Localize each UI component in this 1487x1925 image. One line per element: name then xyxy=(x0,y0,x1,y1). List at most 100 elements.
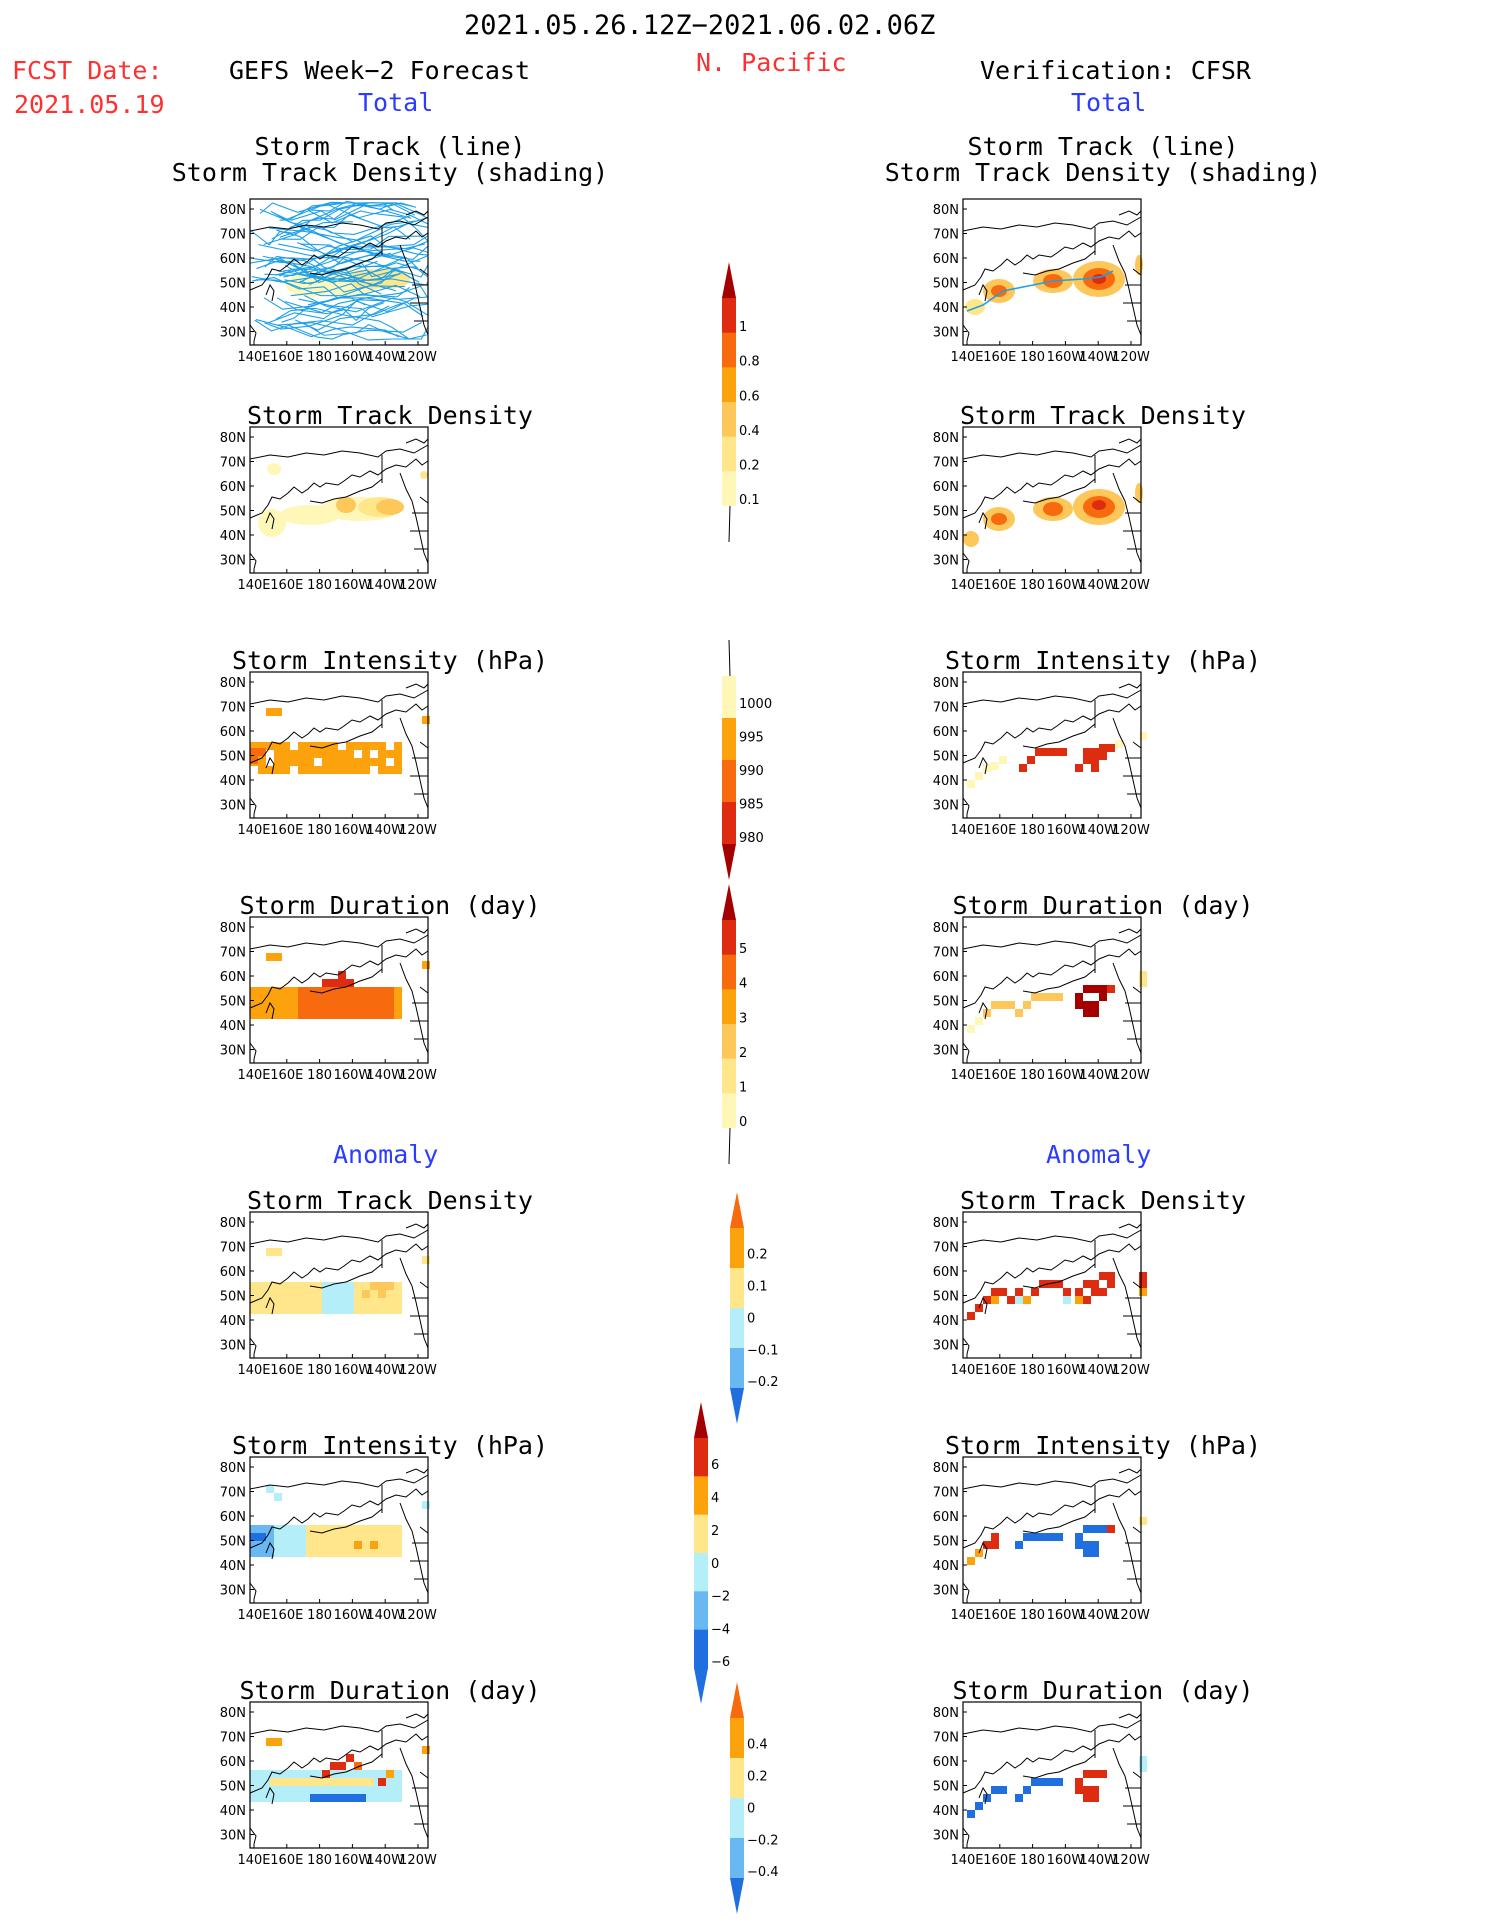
fcst-date-label: FCST Date: xyxy=(12,58,163,83)
lat-tick-label: 60N xyxy=(220,252,246,267)
lon-tick-label: 140E xyxy=(237,1363,270,1374)
lat-tick-label: 60N xyxy=(220,1510,246,1525)
colorbar-label: 0.1 xyxy=(739,493,760,508)
colorbar-label: 0.6 xyxy=(739,389,760,404)
lon-tick-label: 160E xyxy=(983,578,1016,589)
lon-tick-label: 160E xyxy=(270,823,303,834)
colorbar-label: −4 xyxy=(711,1623,730,1638)
lat-tick-label: 80N xyxy=(220,1216,246,1231)
lon-tick-label: 160E xyxy=(270,350,303,361)
anomaly-label-right: Anomaly xyxy=(1046,1142,1151,1167)
lat-tick-label: 30N xyxy=(933,1584,959,1599)
lat-tick-label: 60N xyxy=(933,1265,959,1280)
map-intensity-forecast: 80N 70N 60N 50N 40N 30N 140E 160E 180 160W 140W 120… xyxy=(210,658,480,834)
lat-tick-label: 70N xyxy=(220,456,246,471)
total-label-right: Total xyxy=(1071,90,1146,115)
lat-tick-label: 60N xyxy=(933,252,959,267)
colorbar-label: −0.4 xyxy=(747,1865,779,1880)
lat-tick-label: 70N xyxy=(933,456,959,471)
lat-tick-label: 60N xyxy=(933,970,959,985)
lon-tick-label: 180 xyxy=(1020,823,1045,834)
lat-tick-label: 70N xyxy=(933,1731,959,1746)
lat-tick-label: 60N xyxy=(220,725,246,740)
lat-tick-label: 50N xyxy=(933,505,959,520)
lon-tick-label: 120W xyxy=(399,1608,437,1619)
lat-tick-label: 60N xyxy=(220,1265,246,1280)
colorbar-duration-total: 5 4 3 2 1 0 xyxy=(722,884,802,1172)
lat-tick-label: 30N xyxy=(220,1044,246,1059)
lon-tick-label: 160E xyxy=(983,1608,1016,1619)
lat-tick-label: 40N xyxy=(220,301,246,316)
lat-tick-label: 30N xyxy=(220,1584,246,1599)
colorbar-label: 1 xyxy=(739,320,747,335)
lat-tick-label: 40N xyxy=(933,529,959,544)
lon-tick-label: 160E xyxy=(983,823,1016,834)
lon-tick-label: 140E xyxy=(950,578,983,589)
map-density-forecast: 80N 70N 60N 50N 40N 30N 140E 160E 180 160W 140W 120… xyxy=(210,413,480,589)
lat-tick-label: 40N xyxy=(933,1314,959,1329)
lat-tick-label: 80N xyxy=(933,1706,959,1721)
lon-tick-label: 160E xyxy=(270,1608,303,1619)
anomaly-label-left: Anomaly xyxy=(333,1142,438,1167)
lat-tick-label: 80N xyxy=(933,1216,959,1231)
lat-tick-label: 50N xyxy=(933,750,959,765)
colorbar-label: 1 xyxy=(739,1081,747,1096)
lat-tick-label: 60N xyxy=(933,725,959,740)
map-track-verification: 80N 70N 60N 50N 40N 30N 140E 160E 180 160W 140W 120… xyxy=(923,185,1193,361)
lat-tick-label: 40N xyxy=(220,1804,246,1819)
lat-tick-label: 80N xyxy=(220,203,246,218)
lat-tick-label: 50N xyxy=(220,1535,246,1550)
lon-tick-label: 120W xyxy=(1112,823,1150,834)
colorbar-label: 980 xyxy=(739,831,764,846)
lon-tick-label: 180 xyxy=(1020,1363,1045,1374)
lat-tick-label: 80N xyxy=(933,1461,959,1476)
colorbar-label: 1000 xyxy=(739,697,772,712)
lon-tick-label: 120W xyxy=(1112,1608,1150,1619)
map-duration-verification: 80N 70N 60N 50N 40N 30N 140E 160E 180 160W 140W 120… xyxy=(923,903,1193,1079)
lat-tick-label: 80N xyxy=(220,1461,246,1476)
colorbar-label: 0 xyxy=(739,1115,747,1130)
colorbar-label: 0 xyxy=(747,1801,755,1816)
lat-tick-label: 60N xyxy=(933,1510,959,1525)
lon-tick-label: 140E xyxy=(237,350,270,361)
lon-tick-label: 140E xyxy=(237,823,270,834)
lat-tick-label: 40N xyxy=(220,1559,246,1574)
map-density-anomaly-forecast: 80N 70N 60N 50N 40N 30N 140E 160E 180 160W 140W 120… xyxy=(210,1198,480,1374)
lon-tick-label: 180 xyxy=(307,1853,332,1864)
lat-tick-label: 80N xyxy=(220,676,246,691)
lat-tick-label: 50N xyxy=(933,1780,959,1795)
lat-tick-label: 40N xyxy=(933,774,959,789)
colorbar-label: 6 xyxy=(711,1458,719,1473)
colorbar-duration-anomaly: 0.4 0.2 0 −0.2 −0.4 xyxy=(730,1682,810,1922)
colorbar-intensity-total: 1000 995 990 985 980 xyxy=(722,640,802,888)
lat-tick-label: 40N xyxy=(933,1804,959,1819)
lon-tick-label: 160E xyxy=(983,350,1016,361)
colorbar-density-anomaly: 0.2 0.1 0 −0.1 −0.2 xyxy=(730,1192,810,1432)
lat-tick-label: 50N xyxy=(933,277,959,292)
lat-tick-label: 30N xyxy=(220,554,246,569)
map-duration-forecast: 80N 70N 60N 50N 40N 30N 140E 160E 180 160W 140W 120… xyxy=(210,903,480,1079)
lat-tick-label: 60N xyxy=(933,1755,959,1770)
map-intensity-verification: 80N 70N 60N 50N 40N 30N 140E 160E 180 160W 140W 120… xyxy=(923,658,1193,834)
lat-tick-label: 30N xyxy=(933,1829,959,1844)
lat-tick-label: 30N xyxy=(220,1339,246,1354)
lat-tick-label: 80N xyxy=(933,431,959,446)
colorbar-label: 0 xyxy=(747,1311,755,1326)
lon-tick-label: 180 xyxy=(307,578,332,589)
lat-tick-label: 50N xyxy=(933,1290,959,1305)
lat-tick-label: 70N xyxy=(933,946,959,961)
lon-tick-label: 180 xyxy=(307,1068,332,1079)
total-label-left: Total xyxy=(358,90,433,115)
lat-tick-label: 30N xyxy=(933,1044,959,1059)
lon-tick-label: 120W xyxy=(399,823,437,834)
lon-tick-label: 180 xyxy=(1020,1853,1045,1864)
panel-title-track-line-left: Storm Track (line) xyxy=(170,134,610,159)
lat-tick-label: 70N xyxy=(933,228,959,243)
lon-tick-label: 140E xyxy=(237,578,270,589)
lon-tick-label: 160E xyxy=(983,1363,1016,1374)
lon-tick-label: 120W xyxy=(1112,1363,1150,1374)
lon-tick-label: 160E xyxy=(983,1853,1016,1864)
lat-tick-label: 30N xyxy=(220,326,246,341)
lon-tick-label: 160E xyxy=(983,1068,1016,1079)
colorbar-label: 2 xyxy=(739,1046,747,1061)
